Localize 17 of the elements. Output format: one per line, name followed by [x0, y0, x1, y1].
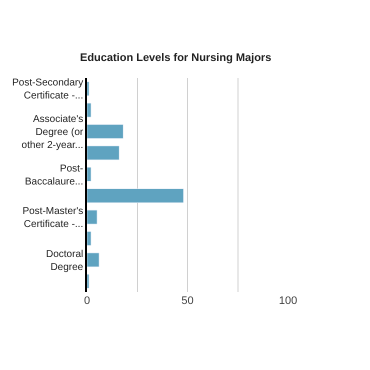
x-tick-label: 50 — [181, 295, 194, 307]
x-tick-label: 100 — [278, 295, 298, 307]
bar — [87, 124, 124, 139]
chart-title: Education Levels for Nursing Majors — [80, 52, 272, 64]
y-tick-label: Associate's Degree (or other 2-year... — [22, 114, 84, 151]
bar — [87, 146, 120, 160]
x-tick-label: 0 — [84, 295, 90, 307]
bar — [87, 252, 100, 268]
bar — [87, 102, 92, 118]
bar — [87, 231, 92, 246]
y-tick-label: Post-Baccalaure... — [24, 163, 84, 188]
y-tick-label: Post-Secondary Certificate -... — [12, 78, 84, 102]
bar — [87, 167, 92, 182]
bar — [87, 188, 184, 203]
y-tick-label: Doctoral Degree — [46, 248, 84, 273]
bar — [87, 210, 98, 224]
y-tick-label: Post-Master's Certificate -... — [22, 206, 84, 230]
